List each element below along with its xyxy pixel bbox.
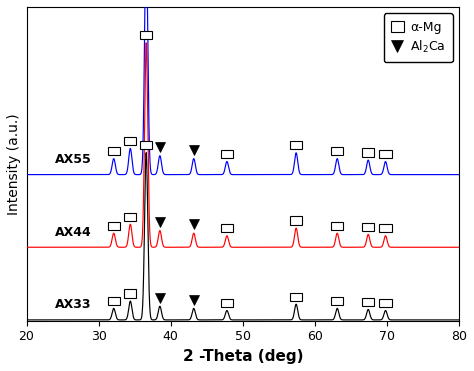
- Bar: [362, 148, 374, 157]
- Bar: [290, 216, 302, 224]
- Bar: [140, 31, 152, 39]
- Bar: [331, 297, 343, 305]
- Text: AX33: AX33: [55, 298, 92, 311]
- Bar: [140, 141, 152, 149]
- Bar: [379, 150, 392, 158]
- Bar: [124, 289, 137, 298]
- Bar: [124, 213, 137, 221]
- Bar: [290, 293, 302, 301]
- Bar: [379, 299, 392, 307]
- Bar: [221, 150, 233, 158]
- Bar: [362, 298, 374, 306]
- Bar: [221, 299, 233, 307]
- Bar: [221, 224, 233, 232]
- Bar: [331, 221, 343, 230]
- Legend: α-Mg, Al$_2$Ca: α-Mg, Al$_2$Ca: [383, 13, 453, 62]
- Bar: [290, 141, 302, 150]
- Bar: [379, 224, 392, 232]
- X-axis label: 2 -Theta (deg): 2 -Theta (deg): [182, 349, 303, 364]
- Text: AX44: AX44: [55, 226, 92, 239]
- Bar: [331, 147, 343, 155]
- Bar: [108, 147, 120, 155]
- Bar: [108, 221, 120, 230]
- Text: AX55: AX55: [55, 153, 92, 166]
- Bar: [124, 137, 137, 145]
- Bar: [108, 297, 120, 305]
- Y-axis label: Intensity (a.u.): Intensity (a.u.): [7, 113, 21, 215]
- Bar: [362, 223, 374, 231]
